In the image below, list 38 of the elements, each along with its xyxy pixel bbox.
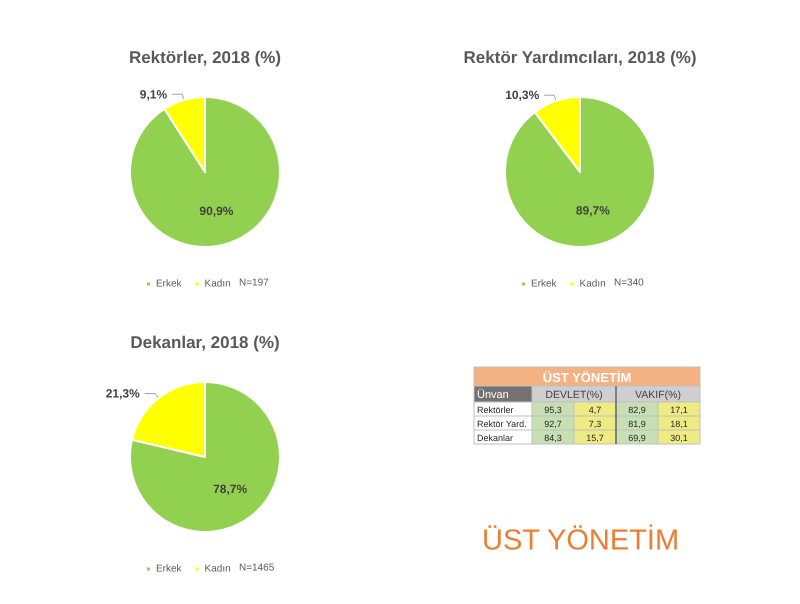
text: N=340 [614, 278, 644, 288]
chart-title: Dekanlar, 2018 (%) [130, 333, 280, 352]
data-label: 92,7 [544, 419, 562, 429]
data-label: 7,3 [588, 419, 602, 429]
data-label: 82,9 [628, 405, 646, 415]
chart-title: Rektör Yardımcıları, 2018 (%) [463, 48, 697, 67]
legend-label: Kadın [204, 278, 231, 290]
legend-label: Kadın [580, 278, 606, 290]
data-label: 84,3 [544, 433, 562, 443]
legend-label: Erkek [156, 278, 183, 290]
data-label: 4,7 [588, 405, 602, 415]
data-label: 81,9 [628, 419, 646, 429]
text: Ünvan [477, 388, 509, 401]
data-label: 17,1 [670, 405, 688, 415]
text: N=197 [239, 278, 270, 288]
data-label: 95,3 [544, 405, 562, 415]
data-label: 10,3% [505, 88, 540, 102]
data-label: 9,1% [140, 87, 168, 102]
category-label: Rektör Yard. [477, 419, 527, 429]
chart-title: Rektörler, 2018 (%) [128, 48, 282, 67]
text: ÜST YÖNETİM [542, 370, 632, 385]
legend-label: Erkek [156, 564, 183, 574]
data-label: 18,1 [670, 419, 688, 429]
legend-label: Erkek [531, 278, 558, 290]
data-label: 21,3% [106, 386, 140, 400]
data-label: 90,9% [199, 204, 234, 218]
text: ÜST YÖNETİM [482, 524, 680, 556]
legend-label: Kadın [204, 564, 231, 574]
series-label: DEVLET(%) [545, 389, 603, 401]
text: N=1465 [239, 562, 275, 574]
data-label: 15,7 [586, 433, 604, 443]
data-label: 78,7% [213, 482, 248, 496]
data-label: 30,1 [670, 433, 688, 443]
category-label: Dekanlar [477, 433, 514, 443]
series-label: VAKIF(%) [635, 389, 681, 401]
data-label: 89,7% [576, 203, 610, 218]
category-label: Rektörler [477, 405, 514, 415]
data-label: 69,9 [628, 433, 646, 443]
